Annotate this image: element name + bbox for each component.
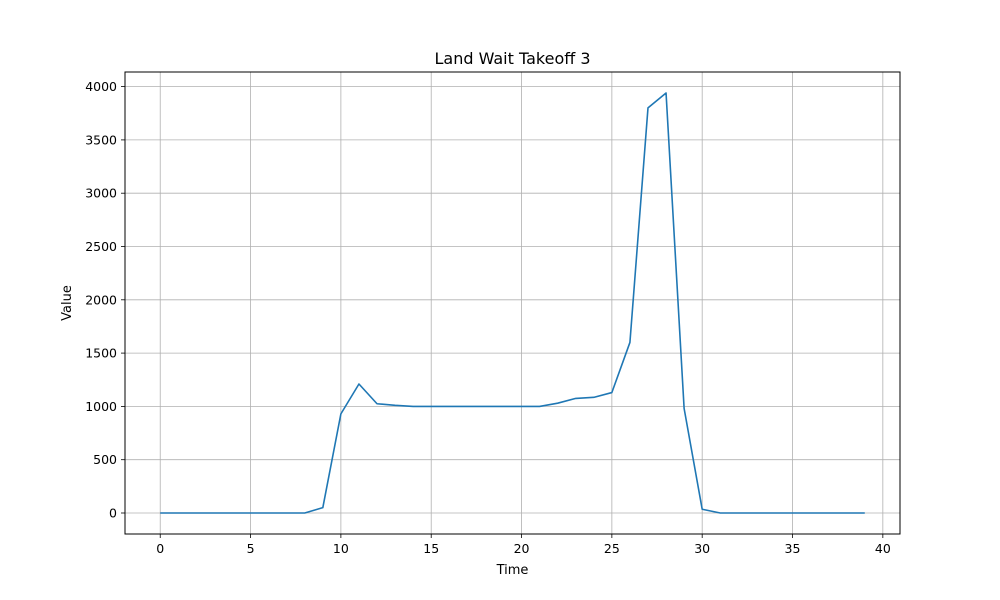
- x-tick-label: 20: [514, 541, 530, 556]
- x-tick-label: 5: [247, 541, 255, 556]
- x-tick-label: 15: [423, 541, 439, 556]
- y-tick-label: 1000: [85, 399, 117, 414]
- x-tick-label: 30: [694, 541, 710, 556]
- axis-ticks: 0 5 10 15 20 25 30 35 40 0 500 1000 1500 2000 2500 3000…: [85, 79, 891, 556]
- x-tick-label: 35: [785, 541, 801, 556]
- series-layer: [160, 92, 865, 514]
- x-tick-label: 10: [333, 541, 349, 556]
- y-tick-label: 2500: [85, 239, 117, 254]
- x-tick-label: 40: [875, 541, 891, 556]
- grid-lines: [125, 72, 900, 534]
- chart-title: Land Wait Takeoff 3: [434, 49, 590, 68]
- y-tick-label: 3000: [85, 186, 117, 201]
- series-line-0: [160, 92, 865, 514]
- x-tick-label: 25: [604, 541, 620, 556]
- x-axis-label: Time: [496, 563, 529, 578]
- y-tick-label: 0: [109, 506, 117, 521]
- y-tick-label: 4000: [85, 79, 117, 94]
- y-axis-label: Value: [60, 285, 75, 321]
- y-tick-label: 500: [93, 452, 117, 467]
- y-tick-label: 1500: [85, 346, 117, 361]
- y-tick-label: 2000: [85, 292, 117, 307]
- y-tick-label: 3500: [85, 132, 117, 147]
- x-tick-label: 0: [156, 541, 164, 556]
- plot-frame: [124, 71, 901, 535]
